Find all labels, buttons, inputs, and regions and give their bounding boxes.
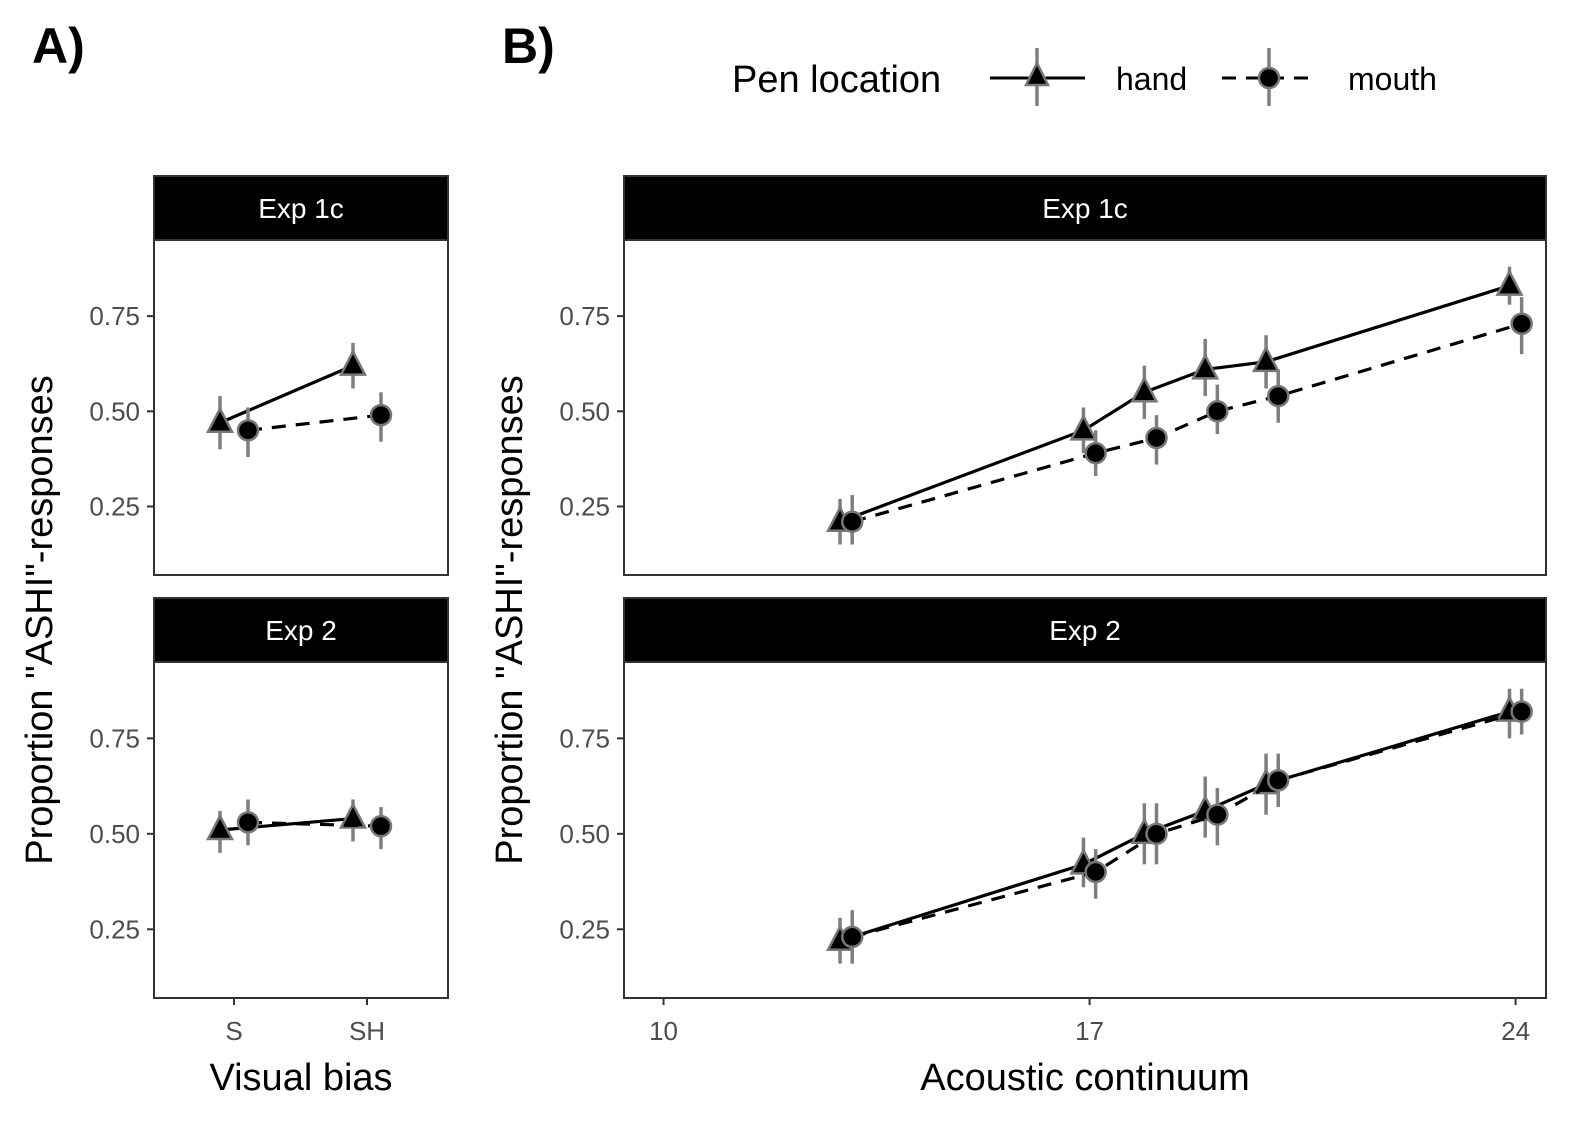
x-axis-title-a: Visual bias	[209, 1057, 392, 1099]
strip-b-1	[623, 175, 1547, 241]
point-mouth-b-2	[840, 925, 864, 949]
x-tick-label-a: S	[225, 1016, 242, 1046]
point-mouth-b-2	[1145, 822, 1168, 846]
legend-title: Pen location	[732, 59, 941, 101]
series-line-mouth-b-1	[851, 322, 1523, 524]
y-tick-label-a-1: 0.50	[89, 396, 140, 426]
x-tick-label-a: SH	[349, 1016, 385, 1046]
chart-b: Exp 1c 0.25 0.50 0.75 Exp 2 0.25 0.50 0.75 10 17 2…	[559, 175, 1547, 1046]
x-axis-title-b: Acoustic continuum	[920, 1057, 1250, 1099]
point-hand-b-1	[1495, 268, 1524, 296]
y-tick-label-a-1: 0.25	[89, 491, 140, 521]
x-tick-label-b: 10	[649, 1016, 678, 1046]
y-tick-label-b-2: 0.75	[559, 723, 610, 753]
y-tick-label-a-1: 0.75	[89, 301, 140, 331]
point-mouth-b-2	[1266, 769, 1290, 792]
panel-border-a-2	[153, 661, 449, 999]
y-tick-label-a-2: 0.25	[89, 914, 140, 944]
legend-key-mouth	[1222, 48, 1317, 106]
strip-label-a-2: Exp 2	[265, 615, 337, 646]
panel-border-a-1	[153, 239, 449, 576]
y-tick-label-a-2: 0.75	[89, 723, 140, 753]
point-hand-b-1	[1191, 352, 1220, 380]
legend-label-mouth: mouth	[1348, 61, 1437, 97]
point-hand-a-1	[338, 348, 368, 376]
series-line-hand-a-1	[219, 364, 354, 425]
strip-label-b-1: Exp 1c	[1042, 193, 1128, 224]
strip-label-a-1: Exp 1c	[258, 193, 344, 224]
series-line-hand-b-1	[839, 284, 1510, 524]
point-mouth-b-2	[1206, 803, 1229, 826]
point-mouth-a-1	[236, 419, 260, 442]
panel-border-b-1	[623, 239, 1547, 576]
facet-a-1: Exp 1c 0.25 0.50 0.75	[89, 175, 449, 576]
facet-a-2: Exp 2 0.25 0.50 0.75 S SH	[89, 597, 449, 1046]
point-hand-a-2	[205, 813, 235, 841]
y-axis-title-a: Proportion "ASHI"-responses	[19, 375, 61, 865]
y-tick-label-b-1: 0.25	[559, 491, 610, 521]
point-hand-a-1	[205, 406, 235, 433]
legend-key-hand	[990, 48, 1085, 106]
series-line-hand-b-2	[839, 710, 1510, 943]
chart-a: Exp 1c 0.25 0.50 0.75 Exp 2 0.25 0.50 0.75 S SH	[89, 175, 449, 1046]
y-tick-label-b-1: 0.75	[559, 301, 610, 331]
point-mouth-a-1	[369, 403, 393, 427]
point-mouth-a-2	[236, 811, 260, 834]
point-mouth-b-1	[1145, 426, 1168, 450]
point-mouth-b-1	[840, 510, 864, 533]
strip-a-2	[153, 597, 449, 663]
point-mouth-b-1	[1084, 441, 1107, 465]
legend-key-mouth-circle-marker	[1257, 66, 1281, 90]
point-hand-a-2	[338, 801, 368, 829]
strip-a-1	[153, 175, 449, 241]
point-hand-b-1	[1251, 345, 1281, 373]
point-mouth-b-1	[1206, 400, 1229, 423]
y-tick-label-b-1: 0.50	[559, 396, 610, 426]
legend: Pen location hand mouth	[732, 48, 1437, 106]
series-line-mouth-b-2	[851, 710, 1523, 939]
point-hand-b-1	[1130, 375, 1159, 403]
strip-label-b-2: Exp 2	[1049, 615, 1121, 646]
x-tick-label-b: 24	[1501, 1016, 1530, 1046]
panel-border-b-2	[623, 661, 1547, 999]
x-tick-label-b: 17	[1075, 1016, 1104, 1046]
panel-label-a: A)	[32, 18, 85, 74]
y-tick-label-b-2: 0.50	[559, 819, 610, 849]
facet-b-2: Exp 2 0.25 0.50 0.75 10 17 24	[559, 597, 1547, 1046]
point-mouth-b-2	[1510, 700, 1533, 723]
point-mouth-b-1	[1510, 312, 1533, 335]
point-hand-b-1	[1069, 413, 1098, 441]
series-line-mouth-a-1	[247, 413, 382, 432]
y-tick-label-a-2: 0.50	[89, 819, 140, 849]
point-mouth-a-2	[369, 814, 393, 838]
y-tick-label-b-2: 0.25	[559, 914, 610, 944]
facet-b-1: Exp 1c 0.25 0.50 0.75	[559, 175, 1547, 576]
y-axis-title-b: Proportion "ASHI"-responses	[489, 375, 531, 865]
point-mouth-b-1	[1266, 384, 1290, 408]
strip-b-2	[623, 597, 1547, 663]
point-mouth-b-2	[1084, 860, 1107, 884]
legend-key-hand-triangle-marker	[1023, 60, 1051, 87]
legend-label-hand: hand	[1116, 61, 1187, 97]
panel-label-b: B)	[502, 18, 555, 74]
